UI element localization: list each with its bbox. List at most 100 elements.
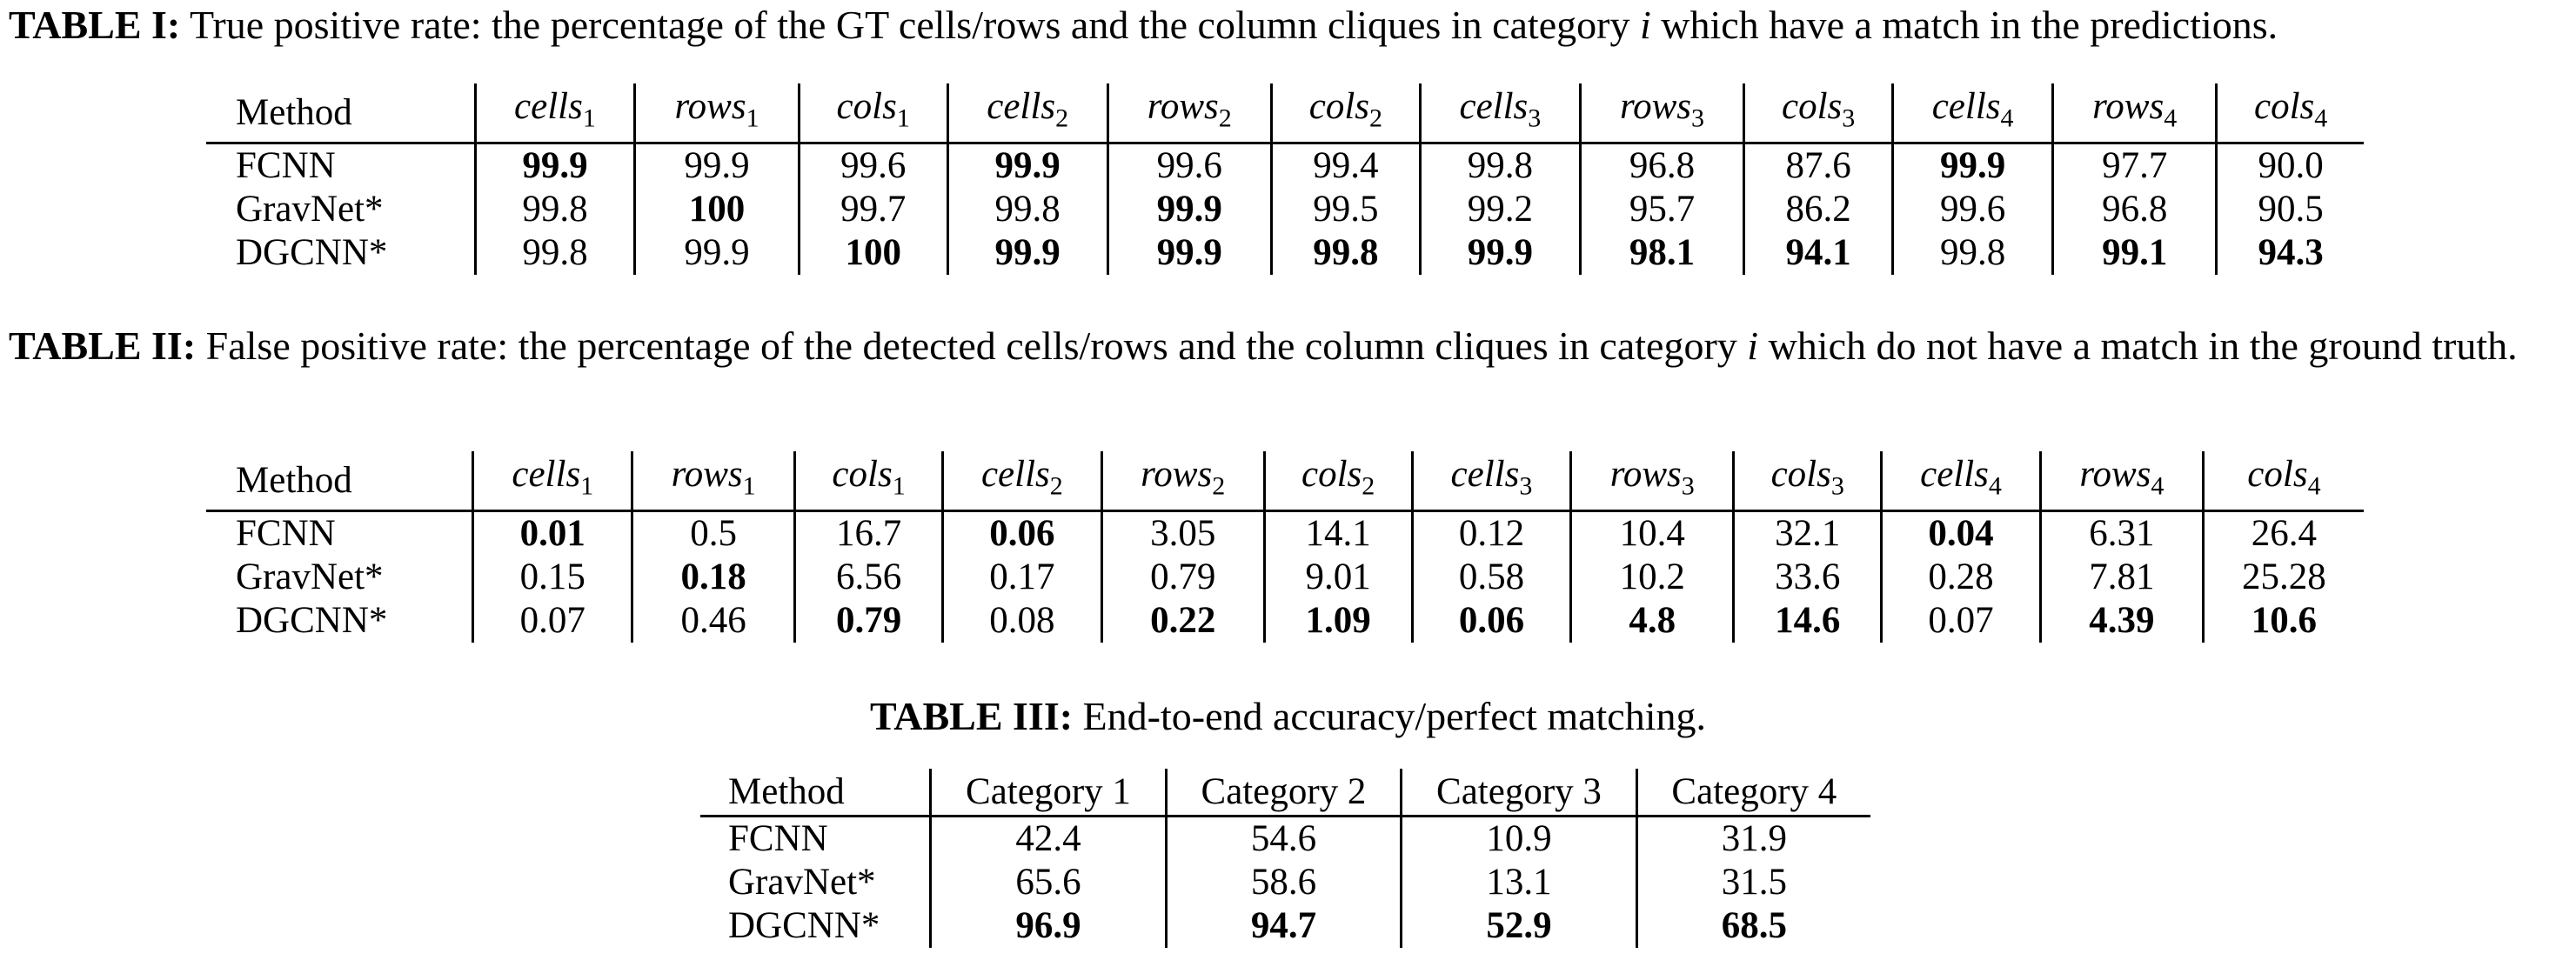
- table2-header-col-2: rows1: [631, 451, 795, 512]
- table2-value-cell: 6.31: [2038, 510, 2204, 556]
- table3-method-cell: DGCNN*: [728, 905, 880, 946]
- table1-value-cell: 99.6: [797, 143, 948, 188]
- table3-row: DGCNN* 96.9 94.7 52.9 68.5: [700, 904, 1870, 948]
- table2-value-cell: 26.4: [2201, 510, 2364, 556]
- table1-row: GravNet* 99.8 100 99.7 99.8 99.9 99.5 99.2 95.7 8…: [206, 187, 2364, 231]
- table2-value-cell: 7.81: [2038, 555, 2204, 599]
- table2-value-cell: 0.5: [631, 510, 795, 556]
- table1-method-cell: FCNN: [236, 144, 336, 186]
- table1: Method cells1 rows1 cols1 cells2 rows2 cols2 ce…: [206, 83, 2364, 275]
- table1-row: FCNN 99.9 99.9 99.6 99.9 99.6 99.4 99.8 96.8 87.6…: [206, 143, 2364, 188]
- table1-value-cell: 99.8: [473, 187, 635, 231]
- table2-value-cell: 6.56: [793, 555, 943, 599]
- table1-value-cell: 99.8: [1418, 143, 1581, 188]
- table1-value-cell: 100: [633, 187, 800, 231]
- table2-header-col-7: cells3: [1410, 451, 1571, 512]
- table2-value-cell: 16.7: [793, 510, 943, 556]
- table2-header-col-12: cols4: [2201, 451, 2364, 512]
- table1-header-col-12: cols4: [2215, 83, 2364, 144]
- table1-value-cell: 99.8: [946, 187, 1108, 231]
- table1-value-cell: 86.2: [1743, 187, 1893, 231]
- table1-value-cell: 94.1: [1743, 230, 1893, 275]
- table3-value-cell: 68.5: [1635, 904, 1870, 948]
- table1-value-cell: 99.6: [1106, 143, 1272, 188]
- table1-value-cell: 99.9: [1106, 230, 1272, 275]
- table2-method-cell: FCNN: [236, 512, 336, 554]
- table2-value-cell: 0.79: [1100, 555, 1265, 599]
- table3-value-cell: 94.7: [1164, 904, 1402, 948]
- table3-value-cell: 13.1: [1400, 861, 1637, 904]
- table3-caption: TABLE III: End-to-end accuracy/perfect m…: [0, 691, 2576, 742]
- table2-value-cell: 14.1: [1262, 510, 1413, 556]
- table2-value-cell: 0.06: [1410, 598, 1571, 643]
- table2-value-cell: 10.2: [1569, 555, 1734, 599]
- table2-caption-text-pre: False positive rate: the percentage of t…: [205, 323, 1737, 368]
- table1-header-col-1: cells1: [473, 83, 635, 144]
- table2-row: FCNN 0.01 0.5 16.7 0.06 3.05 14.1 0.12 10.4 32.1 0…: [206, 510, 2364, 556]
- table2-value-cell: 33.6: [1732, 555, 1882, 599]
- table3-caption-text: End-to-end accuracy/perfect matching.: [1082, 694, 1707, 738]
- table2-value-cell: 0.06: [941, 510, 1102, 556]
- table2-header-col-1: cells1: [472, 451, 632, 512]
- table1-caption-var: i: [1639, 3, 1651, 47]
- table1-value-cell: 99.9: [1106, 187, 1272, 231]
- table1-value-cell: 96.8: [2051, 187, 2217, 231]
- table1-value-cell: 98.1: [1578, 230, 1744, 275]
- table2-value-cell: 32.1: [1732, 510, 1882, 556]
- table3-value-cell: 31.9: [1635, 816, 1870, 861]
- table3-method-cell: GravNet*: [728, 862, 876, 903]
- table1-value-cell: 99.9: [633, 143, 800, 188]
- table3-header-col-3: Category 3: [1400, 769, 1637, 817]
- table2-value-cell: 4.39: [2038, 598, 2204, 643]
- table2-value-cell: 3.05: [1100, 510, 1265, 556]
- table1-header-col-4: cells2: [946, 83, 1108, 144]
- table2-value-cell: 10.4: [1569, 510, 1734, 556]
- table3-value-cell: 65.6: [929, 861, 1167, 904]
- table2-value-cell: 0.04: [1880, 510, 2041, 556]
- table1-header-col-10: cells4: [1891, 83, 2053, 144]
- table2-value-cell: 0.17: [941, 555, 1102, 599]
- table1-caption-label: TABLE I:: [9, 3, 181, 47]
- table1-value-cell: 99.9: [1418, 230, 1581, 275]
- table2-header-col-4: cells2: [941, 451, 1102, 512]
- table2-caption-var: i: [1747, 323, 1759, 368]
- table1-value-cell: 99.8: [1269, 230, 1421, 275]
- table3-value-cell: 10.9: [1400, 816, 1637, 861]
- table2-value-cell: 0.79: [793, 598, 943, 643]
- table1-value-cell: 99.7: [797, 187, 948, 231]
- table2-method-cell: GravNet*: [236, 556, 384, 597]
- table2-header-col-9: cols3: [1732, 451, 1882, 512]
- table2-value-cell: 0.07: [1880, 598, 2041, 643]
- table1-header-col-3: cols1: [797, 83, 948, 144]
- table1-value-cell: 99.9: [946, 143, 1108, 188]
- table2-header-col-11: rows4: [2038, 451, 2204, 512]
- table2-value-cell: 0.12: [1410, 510, 1571, 556]
- table1-value-cell: 99.8: [1891, 230, 2053, 275]
- table1-method-cell: GravNet*: [236, 188, 384, 230]
- table1-header-col-9: cols3: [1743, 83, 1893, 144]
- table1-value-cell: 90.5: [2215, 187, 2364, 231]
- table1-value-cell: 100: [797, 230, 948, 275]
- table2-header-method: Method: [206, 451, 473, 512]
- table2-header-col-5: rows2: [1100, 451, 1265, 512]
- table1-value-cell: 99.8: [473, 230, 635, 275]
- table1-row: DGCNN* 99.8 99.9 100 99.9 99.9 99.8 99.9 98.1 94.…: [206, 230, 2364, 275]
- table2: Method cells1 rows1 cols1 cells2 rows2 cols2 ce…: [206, 451, 2364, 643]
- table1-value-cell: 99.6: [1891, 187, 2053, 231]
- table1-header-col-6: cols2: [1269, 83, 1421, 144]
- table2-method-cell: DGCNN*: [236, 599, 388, 641]
- table2-caption-text-post: which do not have a match in the ground …: [1768, 323, 2518, 368]
- table2-header-col-3: cols1: [793, 451, 943, 512]
- table3-row: GravNet* 65.6 58.6 13.1 31.5: [700, 861, 1870, 904]
- table3-header-col-1: Category 1: [929, 769, 1167, 817]
- table3-method-cell: FCNN: [728, 818, 828, 859]
- table1-value-cell: 99.9: [946, 230, 1108, 275]
- table3-value-cell: 31.5: [1635, 861, 1870, 904]
- table1-value-cell: 99.2: [1418, 187, 1581, 231]
- table2-value-cell: 0.15: [472, 555, 632, 599]
- table2-caption: TABLE II: False positive rate: the perce…: [9, 321, 2566, 371]
- table2-header-col-10: cells4: [1880, 451, 2041, 512]
- table1-value-cell: 95.7: [1578, 187, 1744, 231]
- table1-header-col-8: rows3: [1578, 83, 1744, 144]
- table2-value-cell: 25.28: [2201, 555, 2364, 599]
